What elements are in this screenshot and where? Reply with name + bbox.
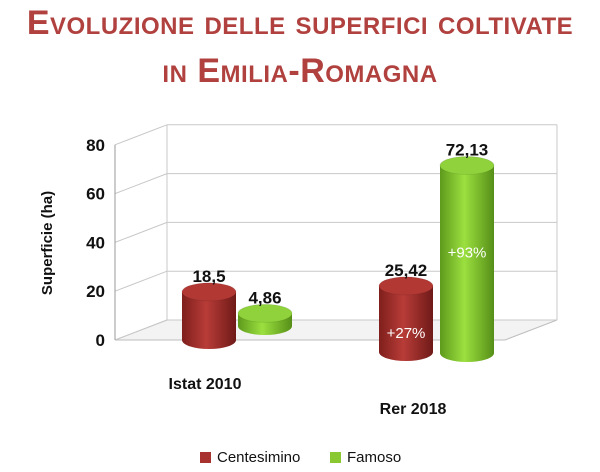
data-label: 25,42 <box>385 261 428 280</box>
side-gridline <box>114 173 168 195</box>
x-category-label: Istat 2010 <box>169 376 242 393</box>
axis-layer: 0 20 40 60 80 Superficie (ha) Istat 2010 Rer 20… <box>39 136 446 418</box>
legend-item-centesimino: Centesimino <box>200 449 300 466</box>
bar-body <box>440 165 494 362</box>
legend-item-famoso: Famoso <box>330 449 401 466</box>
data-label: 72,13 <box>446 140 489 159</box>
bar-top <box>237 303 293 323</box>
bar <box>181 282 237 349</box>
side-gridline <box>114 270 168 292</box>
percent-change-label: +27% <box>387 325 426 342</box>
data-label: 4,86 <box>248 288 281 307</box>
bar-top <box>181 282 237 302</box>
legend-swatch-famoso <box>330 452 341 463</box>
percent-change-label: +93% <box>448 244 487 261</box>
y-axis-title: Superficie (ha) <box>39 191 56 295</box>
chart-title-line-1: Evoluzione delle superfici coltivate <box>26 4 574 42</box>
legend-swatch-centesimino <box>200 452 211 463</box>
y-tick-label: 0 <box>96 331 105 350</box>
bar-top <box>378 276 434 296</box>
y-tick-label: 40 <box>86 233 105 252</box>
chart-title-line-2: in Emilia-Romagna <box>162 52 438 90</box>
x-category-label: Rer 2018 <box>380 401 447 418</box>
bar-top <box>439 155 495 175</box>
bar <box>237 303 293 335</box>
y-tick-label: 20 <box>86 282 105 301</box>
legend-label-centesimino: Centesimino <box>217 449 301 466</box>
y-tick-label: 60 <box>86 185 105 204</box>
y-tick-label: 80 <box>86 136 105 155</box>
bar <box>378 276 434 361</box>
legend-label-famoso: Famoso <box>347 449 402 466</box>
data-label: 18,5 <box>192 267 225 286</box>
bar-body <box>182 291 236 349</box>
bar <box>439 155 495 362</box>
side-gridline <box>114 319 168 341</box>
side-gridline <box>114 221 168 243</box>
bar-body <box>379 285 433 361</box>
side-gridline <box>114 124 168 146</box>
bar-layer <box>181 155 495 362</box>
label-layer: 18,5 4,86 25,42 +27% 72,13 +93% <box>192 140 488 342</box>
